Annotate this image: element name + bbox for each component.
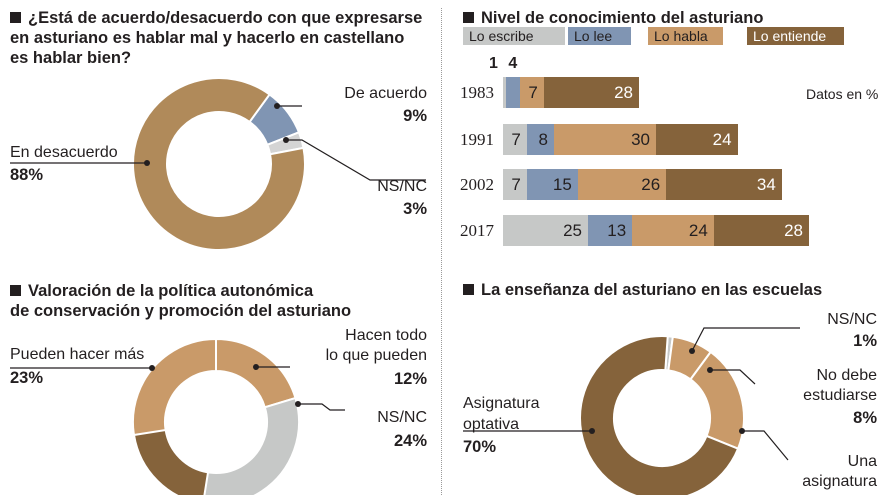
bar-seg-1991-escribe	[503, 124, 527, 155]
label-optativa-1: Asignatura	[463, 395, 540, 412]
bar-value-1983-lee: 4	[508, 55, 518, 72]
pct-en-desacuerdo: 88%	[10, 166, 44, 184]
label-una-asig-1: Una	[847, 453, 877, 470]
bar-value-2002-lee: 15	[552, 175, 572, 194]
bar-value-1983-escribe: 1	[489, 55, 498, 72]
leader-line	[286, 139, 426, 181]
title-square-icon	[10, 285, 21, 296]
leader-dot	[283, 137, 289, 143]
unit-label: Datos en %	[806, 86, 879, 102]
bar-value-2017-entiende: 28	[784, 221, 803, 240]
bar-seg-2002-habla	[577, 169, 667, 200]
poll-title-ensenanza: La enseñanza del asturiano en las escuel…	[463, 280, 822, 300]
bar-value-2017-escribe: 25	[563, 221, 582, 240]
leader-line	[710, 369, 756, 385]
year-label-2002: 2002	[460, 175, 494, 194]
pct-de-acuerdo: 9%	[403, 107, 427, 125]
bar-seg-2002-escribe	[503, 169, 527, 200]
leader-dot	[144, 160, 150, 166]
leader-dot	[295, 401, 301, 407]
leader-dot	[739, 428, 745, 434]
leader-line	[691, 327, 800, 352]
bar-seg-1983-habla	[520, 77, 544, 108]
bar-value-1991-lee: 8	[538, 130, 548, 149]
bar-value-2002-entiende: 34	[756, 175, 776, 194]
bar-value-2002-habla: 26	[641, 175, 661, 194]
leader-dot	[274, 103, 280, 109]
label-nsnc-1: NS/NC	[377, 178, 427, 195]
year-label-1983: 1983	[460, 83, 494, 102]
bar-value-2017-habla: 24	[688, 221, 708, 240]
legend-item-lo-escribe: Lo escribe	[463, 27, 565, 45]
bar-seg-1983-escribe	[503, 77, 507, 108]
bar-value-1991-escribe: 7	[511, 130, 521, 149]
leader-dot	[253, 364, 259, 370]
pct-nsnc-1: 3%	[403, 200, 427, 218]
bar-seg-2017-entiende	[713, 215, 809, 246]
bar-value-1983-entiende: 28	[614, 83, 633, 102]
leader-dot	[689, 348, 695, 354]
title-square-icon	[463, 12, 474, 23]
panel-divider	[441, 8, 442, 495]
pct-nsnc-4: 1%	[853, 332, 877, 350]
title-square-icon	[463, 284, 474, 295]
label-de-acuerdo: De acuerdo	[344, 85, 427, 102]
pct-pueden-hacer-mas: 23%	[10, 369, 44, 387]
bar-value-2002-escribe: 7	[511, 175, 521, 194]
leader-dot	[589, 428, 595, 434]
legend-item-lo-lee: Lo lee	[568, 27, 631, 45]
leader-dot	[149, 365, 155, 371]
label-optativa-2: optativa	[463, 416, 520, 433]
chart-title-conocimiento: Nivel de conocimiento del asturiano	[463, 8, 763, 28]
bar-value-1991-entiende: 24	[712, 130, 732, 149]
bar-seg-1991-habla	[554, 124, 656, 155]
bar-seg-2017-escribe	[503, 215, 588, 246]
slice-optativa	[579, 335, 740, 495]
pct-no-debe: 8%	[853, 409, 877, 427]
label-en-desacuerdo: En desacuerdo	[10, 144, 118, 161]
leader-line	[298, 403, 345, 411]
bar-seg-2017-habla	[632, 215, 714, 246]
legend-item-lo-habla: Lo habla	[648, 27, 723, 45]
slice-hacen-todo	[215, 337, 297, 409]
bar-value-2017-lee: 13	[607, 221, 627, 240]
label-no-debe-1: No debe	[816, 367, 878, 384]
slice-en-desacuerdo	[132, 77, 306, 251]
bar-value-1991-habla: 30	[631, 130, 650, 149]
label-no-debe-2: estudiarse	[803, 387, 877, 404]
label-nsnc-3: NS/NC	[377, 409, 427, 426]
label-una-asig-2: asignatura	[802, 473, 877, 490]
title-square-icon	[10, 12, 21, 23]
pct-nsnc-3: 24%	[393, 432, 427, 450]
bar-seg-2002-entiende	[666, 169, 782, 200]
year-label-2017: 2017	[460, 221, 494, 240]
poll-title-acuerdo: ¿Está de acuerdo/desacuerdo con que expr…	[10, 9, 423, 67]
legend-item-lo-entiende: Lo entiende	[747, 27, 844, 45]
year-label-1991: 1991	[460, 130, 494, 149]
label-hacen-todo-2: lo que pueden	[325, 347, 427, 364]
bar-value-1983-habla: 7	[528, 83, 538, 102]
bar-seg-1991-entiende	[656, 124, 738, 155]
pct-optativa: 70%	[463, 438, 497, 456]
bar-seg-2002-lee	[526, 169, 578, 200]
bar-seg-2017-lee	[588, 215, 633, 246]
poll-title-valoracion: Valoración de la política autonómica de …	[10, 282, 352, 320]
leader-line	[742, 430, 789, 461]
label-nsnc-4: NS/NC	[827, 311, 877, 328]
pct-hacen-todo: 12%	[393, 370, 427, 388]
slice-other	[132, 428, 210, 495]
label-hacen-todo-1: Hacen todo	[345, 327, 427, 344]
bar-seg-1983-entiende	[543, 77, 639, 108]
bar-seg-1983-lee	[506, 77, 520, 108]
leader-dot	[707, 367, 713, 373]
bar-seg-1991-lee	[526, 124, 554, 155]
label-pueden-hacer-mas: Pueden hacer más	[10, 346, 145, 363]
